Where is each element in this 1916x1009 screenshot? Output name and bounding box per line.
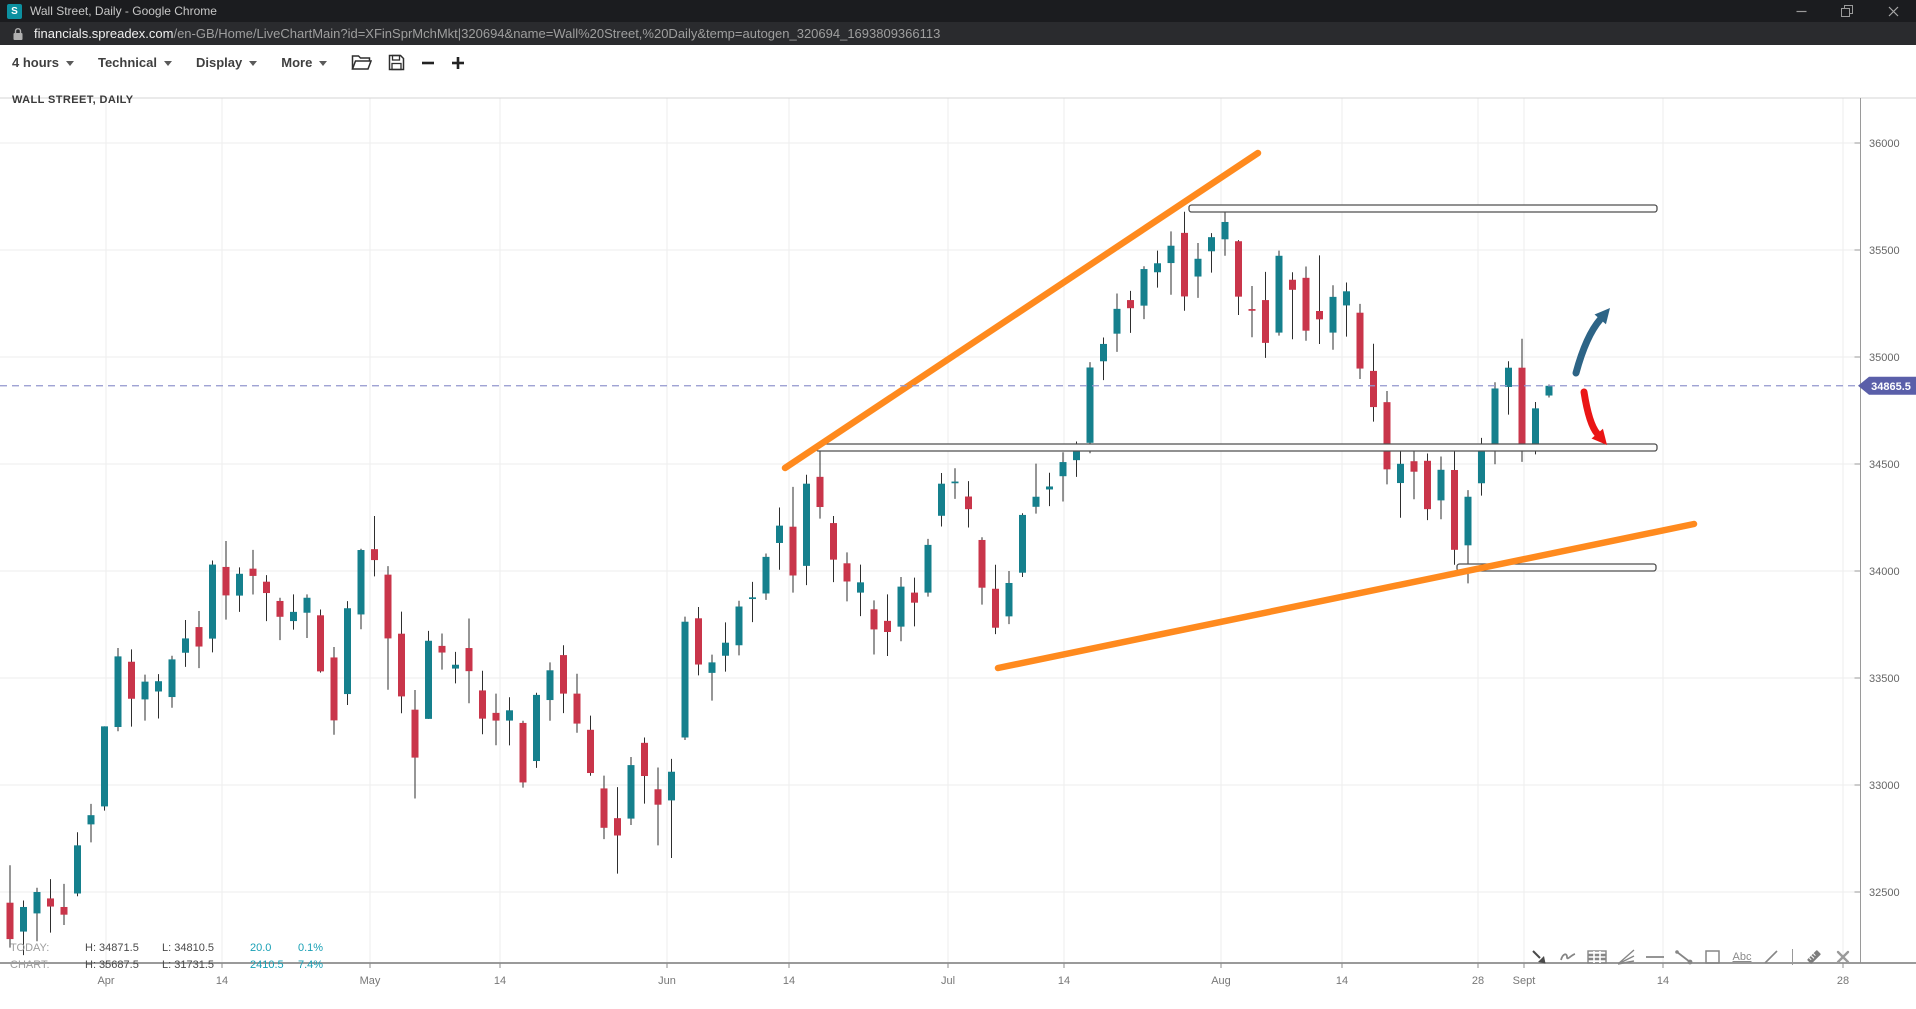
pattern-tool-icon[interactable]	[1586, 946, 1608, 968]
display-label: Display	[195, 55, 243, 70]
chart-legend: TODAY: H: 34871.5 L: 34810.5 20.0 0.1% C…	[10, 940, 338, 974]
open-folder-icon[interactable]	[351, 54, 373, 71]
close-button[interactable]	[1870, 0, 1916, 22]
svg-text:May: May	[360, 975, 381, 987]
svg-text:28: 28	[1472, 975, 1484, 987]
svg-text:Jul: Jul	[941, 975, 955, 987]
svg-text:14: 14	[1058, 975, 1070, 987]
chart-symbol-label: WALL STREET, DAILY	[12, 94, 134, 106]
curve-tool-icon[interactable]	[1557, 946, 1579, 968]
chart-change-pct: 7.4%	[298, 959, 324, 971]
svg-text:14: 14	[783, 975, 795, 987]
url-text[interactable]: financials.spreadex.com/en-GB/Home/LiveC…	[34, 26, 940, 41]
chevron-down-icon	[249, 61, 258, 66]
today-low: L: 34810.5	[162, 942, 214, 954]
display-menu[interactable]: Display	[195, 55, 258, 70]
pointer-tool-icon[interactable]	[1528, 946, 1550, 968]
ruler-tool-icon[interactable]	[1803, 946, 1825, 968]
legend-today-row: TODAY: H: 34871.5 L: 34810.5 20.0 0.1%	[10, 940, 338, 957]
more-label: More	[281, 55, 313, 70]
horizontal-line-tool-icon[interactable]	[1644, 946, 1666, 968]
rectangle-tool-icon[interactable]	[1702, 946, 1724, 968]
chart-low: L: 31731.5	[162, 959, 214, 971]
chevron-down-icon	[65, 61, 74, 66]
svg-text:14: 14	[1336, 975, 1348, 987]
address-bar[interactable]: financials.spreadex.com/en-GB/Home/LiveC…	[0, 22, 1916, 45]
svg-text:33000: 33000	[1869, 780, 1900, 792]
technical-label: Technical	[97, 55, 157, 70]
svg-text:Aug: Aug	[1211, 975, 1231, 987]
minimize-button[interactable]	[1778, 0, 1824, 22]
today-high: H: 34871.5	[85, 942, 139, 954]
svg-text:35500: 35500	[1869, 245, 1900, 257]
svg-text:14: 14	[216, 975, 228, 987]
line-tool-icon[interactable]	[1760, 946, 1782, 968]
svg-text:28: 28	[1837, 975, 1849, 987]
url-domain: financials.spreadex.com	[34, 26, 174, 41]
text-tool-icon[interactable]: Abc	[1732, 951, 1752, 963]
trendline-tool-icon[interactable]	[1673, 946, 1695, 968]
chevron-down-icon	[319, 61, 328, 66]
legend-chart-row: CHART: H: 35687.5 L: 31731.5 2410.5 7.4%	[10, 957, 338, 974]
chart-change: 2410.5	[250, 959, 284, 971]
more-menu[interactable]: More	[281, 55, 328, 70]
window-title: Wall Street, Daily - Google Chrome	[30, 4, 217, 18]
toolbar-separator	[1792, 949, 1793, 965]
svg-text:35000: 35000	[1869, 352, 1900, 364]
timeframe-menu[interactable]: 4 hours	[12, 55, 74, 70]
technical-menu[interactable]: Technical	[98, 55, 172, 70]
svg-text:36000: 36000	[1869, 138, 1900, 150]
zoom-in-icon[interactable]	[451, 56, 465, 70]
fan-lines-tool-icon[interactable]	[1615, 946, 1637, 968]
chart-area: 36000 35500 35000 34500 34000 33500 33000 32500…	[0, 80, 1916, 1009]
save-icon[interactable]	[388, 54, 405, 71]
svg-text:Jun: Jun	[658, 975, 676, 987]
restore-button[interactable]	[1824, 0, 1870, 22]
svg-text:34500: 34500	[1869, 459, 1900, 471]
timeframe-label: 4 hours	[12, 55, 59, 70]
svg-text:14: 14	[1657, 975, 1669, 987]
url-path: /en-GB/Home/LiveChartMain?id=XFinSprMchM…	[173, 26, 941, 41]
lock-icon[interactable]	[12, 27, 24, 41]
zoom-out-icon[interactable]	[421, 56, 435, 70]
svg-text:Apr: Apr	[97, 975, 114, 987]
chart-range-label: CHART:	[10, 959, 50, 971]
svg-text:33500: 33500	[1869, 673, 1900, 685]
today-change-pct: 0.1%	[298, 942, 324, 954]
close-tool-icon[interactable]	[1832, 946, 1854, 968]
today-change: 20.0	[250, 942, 272, 954]
svg-text:Sept: Sept	[1513, 975, 1536, 987]
svg-text:34865.5: 34865.5	[1871, 381, 1911, 393]
chart-high: H: 35687.5	[85, 959, 139, 971]
today-label: TODAY:	[10, 942, 50, 954]
chevron-down-icon	[163, 61, 172, 66]
drawing-toolbar: Abc	[1528, 946, 1854, 968]
chart-toolbar: 4 hours Technical Display More	[0, 45, 1916, 80]
svg-text:32500: 32500	[1869, 887, 1900, 899]
candlestick-chart[interactable]: 36000 35500 35000 34500 34000 33500 33000 32500…	[0, 80, 1916, 1009]
svg-text:14: 14	[494, 975, 506, 987]
window-controls	[1778, 0, 1916, 22]
window-titlebar: S Wall Street, Daily - Google Chrome	[0, 0, 1916, 22]
svg-text:34000: 34000	[1869, 566, 1900, 578]
site-favicon: S	[7, 3, 22, 19]
